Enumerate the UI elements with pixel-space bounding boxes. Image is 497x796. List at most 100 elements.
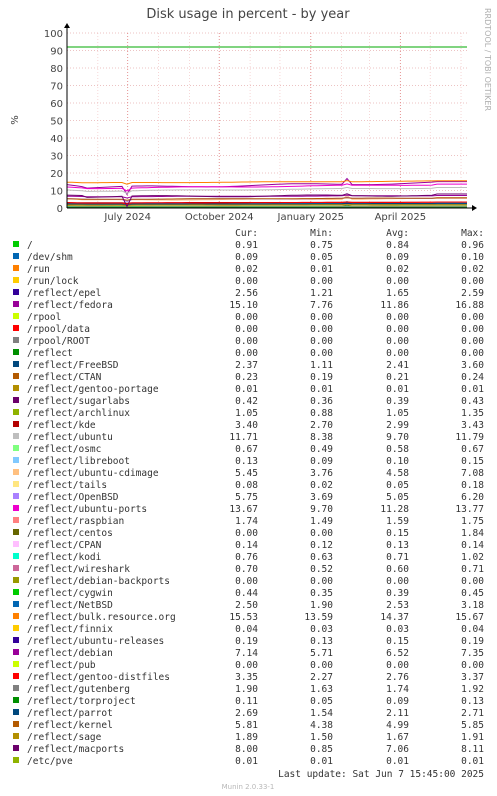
legend-value: 0.01: [461, 756, 484, 767]
legend-series-name: /run: [27, 264, 50, 275]
legend-value: 9.70: [386, 432, 409, 443]
legend-series-name: /reflect/centos: [27, 528, 113, 539]
legend-swatch: [13, 409, 19, 415]
x-axis-ticks: July 2024 October 2024 January 2025 April 2…: [103, 212, 426, 223]
legend-column-header: Avg:: [386, 228, 409, 239]
legend-value: 0.96: [461, 240, 484, 251]
legend-series-name: /reflect/CPAN: [27, 540, 102, 551]
legend-value: 2.76: [386, 672, 409, 683]
legend-value: 15.67: [455, 612, 484, 623]
legend-value: 2.56: [235, 288, 258, 299]
legend-value: 0.52: [310, 564, 333, 575]
legend-value: 0.01: [386, 384, 409, 395]
legend-series-name: /reflect/kodi: [27, 552, 102, 563]
series-line: [66, 193, 467, 208]
legend-value: 4.38: [310, 720, 333, 731]
legend-series-name: /reflect/macports: [27, 744, 124, 755]
legend-value: 1.54: [310, 708, 333, 719]
legend-value: 0.00: [310, 336, 333, 347]
legend-swatch: [13, 541, 19, 547]
y-tick-label: 40: [50, 134, 63, 145]
legend-value: 1.84: [461, 528, 484, 539]
legend-value: 2.37: [235, 360, 258, 371]
legend-series-name: /reflect/gentoo-distfiles: [27, 672, 170, 683]
legend-series-name: /reflect/libreboot: [27, 456, 130, 467]
legend-value: 0.00: [235, 576, 258, 587]
y-axis-ticks: 0 10 20 30 40 50 60 70 80 90 100: [44, 29, 63, 215]
legend-value: 0.15: [386, 528, 409, 539]
legend-value: 11.79: [455, 432, 484, 443]
legend-value: 7.06: [386, 744, 409, 755]
series-line: [66, 197, 467, 201]
legend-value: 1.02: [461, 552, 484, 563]
legend-swatch: [13, 745, 19, 751]
legend-series-name: /reflect/ubuntu-cdimage: [27, 468, 159, 479]
legend-value: 0.36: [310, 396, 333, 407]
legend-value: 0.00: [386, 660, 409, 671]
legend-swatch: [13, 757, 19, 763]
legend-value: 0.43: [461, 396, 484, 407]
series-line: [66, 202, 467, 206]
legend-value: 0.08: [235, 480, 258, 491]
legend-series-name: /reflect/debian: [27, 648, 113, 659]
legend-value: 0.21: [386, 372, 409, 383]
legend-value: 3.43: [461, 420, 484, 431]
legend-value: 5.45: [235, 468, 258, 479]
legend-value: 2.53: [386, 600, 409, 611]
legend-value: 0.14: [461, 540, 484, 551]
legend-value: 0.67: [461, 444, 484, 455]
legend-value: 0.00: [461, 576, 484, 587]
legend-value: 3.76: [310, 468, 333, 479]
legend-value: 1.50: [310, 732, 333, 743]
legend-swatch: [13, 673, 19, 679]
legend-swatch: [13, 421, 19, 427]
legend-swatch: [13, 661, 19, 667]
legend-value: 0.00: [310, 528, 333, 539]
legend-value: 0.11: [235, 696, 258, 707]
legend-series-name: /reflect/debian-backports: [27, 576, 170, 587]
legend-value: 0.44: [235, 588, 258, 599]
legend-series-name: /reflect/parrot: [27, 708, 113, 719]
legend-value: 0.19: [310, 372, 333, 383]
legend-series-name: /reflect/finnix: [27, 624, 113, 635]
legend-value: 4.99: [386, 720, 409, 731]
legend-value: 0.01: [310, 264, 333, 275]
legend-swatch: [13, 277, 19, 283]
legend-series-name: /reflect/NetBSD: [27, 600, 113, 611]
legend-value: 0.05: [310, 252, 333, 263]
legend-swatch: [13, 685, 19, 691]
legend-value: 0.39: [386, 588, 409, 599]
legend-value: 5.85: [461, 720, 484, 731]
legend-series-name: /reflect/sugarlabs: [27, 396, 130, 407]
legend-value: 1.92: [461, 684, 484, 695]
legend-swatch: [13, 529, 19, 535]
legend-value: 0.12: [310, 540, 333, 551]
legend-value: 0.04: [461, 624, 484, 635]
legend-series-name: /reflect/ubuntu: [27, 432, 113, 443]
y-tick-label: 10: [50, 187, 63, 198]
legend-value: 0.00: [386, 276, 409, 287]
legend-value: 1.91: [461, 732, 484, 743]
legend-value: 0.00: [235, 528, 258, 539]
legend-value: 0.01: [310, 756, 333, 767]
legend-value: 0.00: [235, 276, 258, 287]
legend-value: 1.21: [310, 288, 333, 299]
legend-value: 1.74: [235, 516, 258, 527]
legend-value: 0.01: [235, 756, 258, 767]
legend-value: 0.19: [461, 636, 484, 647]
legend-value: 1.74: [386, 684, 409, 695]
legend-value: 0.10: [386, 456, 409, 467]
legend-swatch: [13, 265, 19, 271]
last-update-text: Last update: Sat Jun 7 15:45:00 2025: [278, 769, 484, 780]
legend-series-name: /reflect/CTAN: [27, 372, 102, 383]
legend-series-name: /reflect/archlinux: [27, 408, 130, 419]
legend-series-name: /: [27, 240, 33, 251]
legend-value: 0.00: [386, 324, 409, 335]
legend-value: 1.05: [235, 408, 258, 419]
legend-value: 5.71: [310, 648, 333, 659]
legend-value: 0.14: [235, 540, 258, 551]
y-axis-label: %: [10, 115, 21, 125]
legend-column-header: Cur:: [235, 228, 258, 239]
legend-series-name: /reflect/torproject: [27, 696, 136, 707]
legend-value: 0.13: [310, 636, 333, 647]
